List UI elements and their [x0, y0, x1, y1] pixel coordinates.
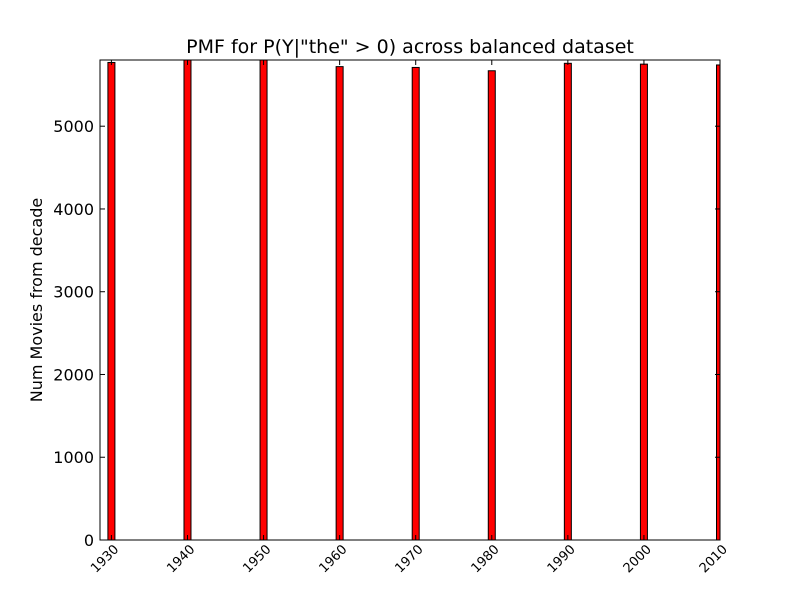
x-tick-label: 1940 [164, 542, 198, 576]
x-tick-label: 1970 [393, 542, 427, 576]
x-tick-label: 1980 [469, 542, 503, 576]
x-tick-label: 1950 [240, 542, 274, 576]
y-tick-label: 3000 [53, 283, 94, 302]
bars-group [107, 59, 721, 541]
y-axis-label: Num Movies from decade [27, 198, 46, 402]
y-tick-label: 0 [84, 531, 94, 550]
bar-2000 [639, 63, 648, 541]
y-tick-label: 1000 [53, 448, 94, 467]
bar-1990 [563, 62, 572, 541]
bar-1980 [487, 70, 496, 541]
x-tick-label: 1990 [545, 542, 579, 576]
bar-1930 [107, 61, 116, 541]
bar-1940 [183, 59, 192, 541]
bar-1960 [335, 66, 344, 541]
x-tick-label: 2000 [621, 542, 655, 576]
y-tick-label: 4000 [53, 200, 94, 219]
bar-1970 [411, 66, 420, 541]
x-tick-label: 1960 [316, 542, 350, 576]
plot-frame [99, 59, 721, 541]
chart-title: PMF for P(Y|"the" > 0) across balanced d… [186, 36, 634, 58]
bar-2010 [716, 64, 721, 541]
y-tick-label: 2000 [53, 365, 94, 384]
y-tick-label: 5000 [53, 117, 94, 136]
x-tick-label: 2010 [697, 542, 731, 576]
bar-1950 [259, 59, 268, 541]
